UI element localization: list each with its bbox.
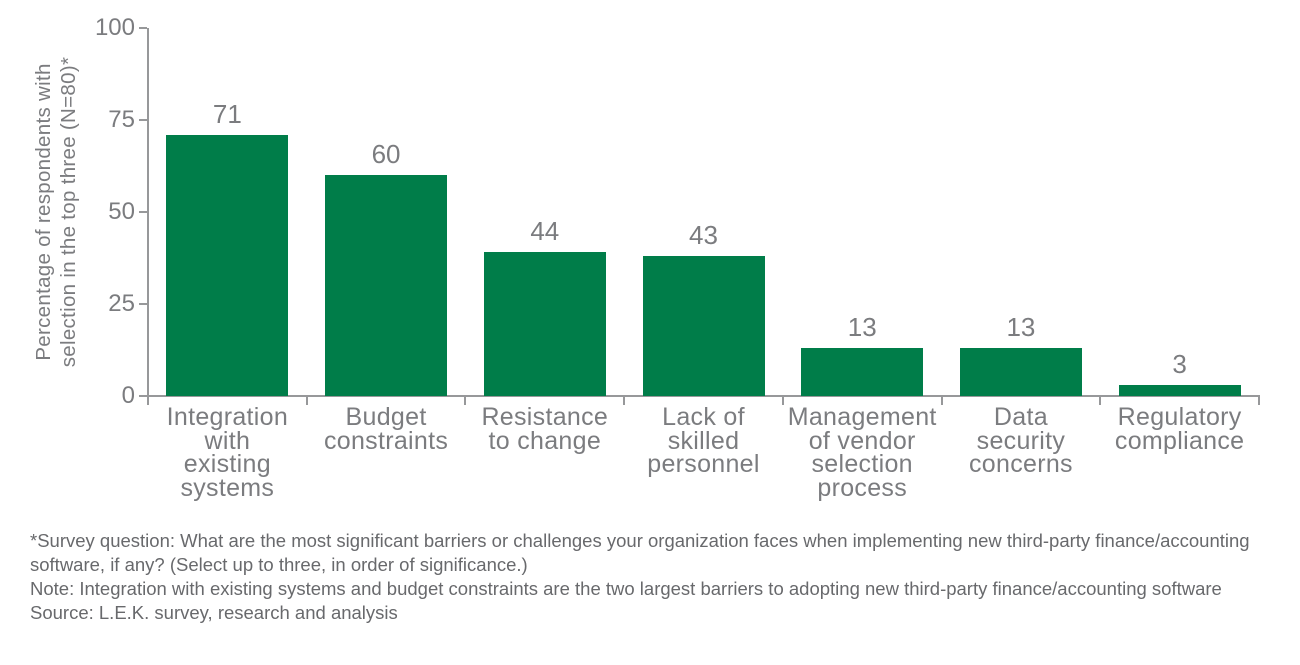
bar-value-label: 43: [689, 220, 718, 251]
bar: [166, 134, 289, 396]
y-tick: [139, 27, 147, 29]
y-tick: [139, 303, 147, 305]
bar-value-label: 3: [1172, 348, 1187, 379]
bar: [801, 348, 924, 396]
y-tick-label: 75: [108, 106, 135, 133]
category-label: Budget constraints: [323, 403, 449, 455]
x-tick: [623, 396, 626, 405]
y-tick: [139, 395, 147, 397]
x-tick: [147, 396, 149, 405]
bar-value-label: 71: [212, 98, 242, 129]
category-label: Management of vendor selection process: [787, 403, 937, 502]
y-tick-label: 50: [108, 198, 135, 225]
bar-value-label: 13: [1006, 312, 1036, 343]
y-axis-title-line-1: Percentage of respondents with: [32, 63, 55, 361]
x-tick: [1099, 396, 1102, 405]
x-tick: [940, 396, 943, 405]
x-tick: [305, 396, 308, 405]
x-tick: [464, 396, 467, 405]
y-tick: [139, 211, 147, 213]
footnotes: *Survey question: What are the most sign…: [30, 529, 1280, 625]
y-tick-label: 0: [121, 382, 135, 409]
bar-value-label: 13: [847, 312, 877, 343]
bar: [325, 175, 448, 396]
footnote-note: Note: Integration with existing systems …: [30, 578, 1222, 599]
bar: [483, 252, 606, 396]
category-label: Lack of skilled personnel: [647, 403, 760, 478]
bar-value-label: 44: [530, 216, 560, 247]
category-label: Integration with existing systems: [166, 403, 289, 502]
bar: [1118, 384, 1241, 396]
y-tick: [139, 119, 147, 121]
bar: [959, 348, 1082, 396]
category-label: Regulatory compliance: [1114, 403, 1245, 455]
y-tick-label: 25: [108, 290, 135, 317]
footnote-survey-question: *Survey question: What are the most sign…: [30, 530, 1250, 575]
bar-value-label: 60: [371, 139, 401, 170]
bar: [642, 256, 765, 396]
x-tick: [1258, 396, 1260, 405]
x-axis-line: [147, 395, 1260, 397]
category-label: Resistance to change: [481, 403, 609, 455]
x-tick: [781, 396, 784, 405]
footnote-source: Source: L.E.K. survey, research and anal…: [30, 602, 398, 623]
y-tick-label: 100: [94, 14, 135, 41]
y-axis-line: [147, 28, 149, 397]
category-label: Data security concerns: [968, 403, 1073, 478]
